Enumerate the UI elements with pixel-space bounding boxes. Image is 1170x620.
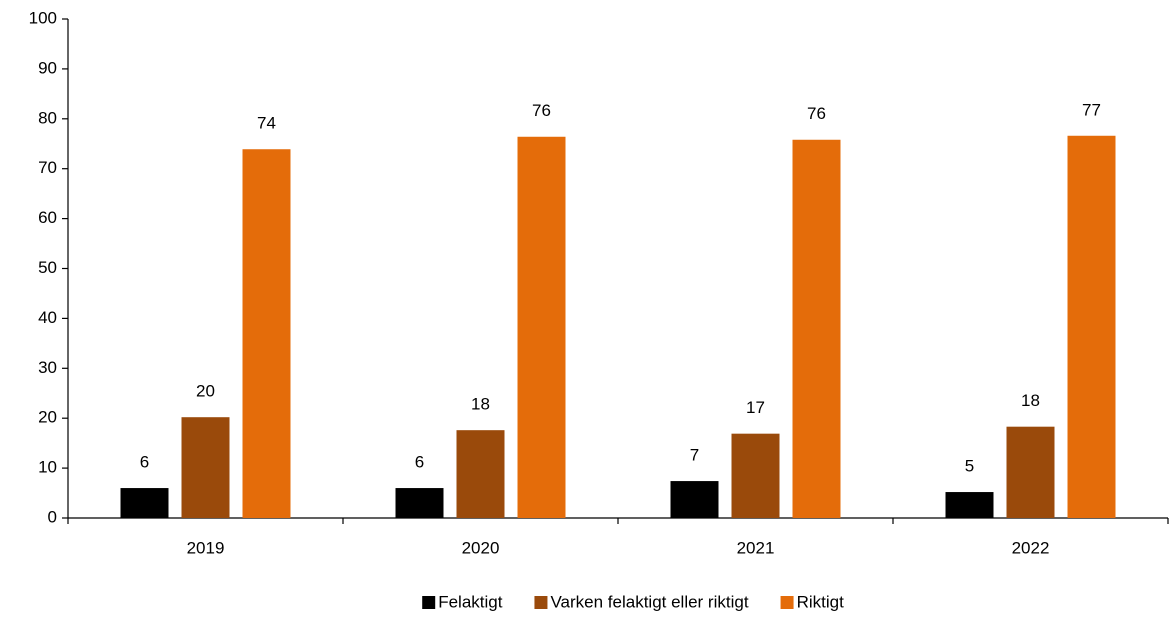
legend-label: Riktigt: [797, 592, 845, 611]
y-tick-label: 80: [38, 108, 57, 127]
data-label: 76: [807, 104, 826, 123]
data-label: 18: [471, 395, 490, 414]
y-tick-label: 70: [38, 158, 57, 177]
data-label: 74: [257, 114, 276, 133]
bar: [395, 488, 444, 518]
legend-swatch: [422, 596, 436, 609]
y-tick-label: 100: [29, 8, 57, 27]
bar: [731, 433, 780, 518]
bar: [242, 149, 291, 518]
legend-swatch: [534, 596, 548, 609]
data-label: 6: [415, 453, 424, 472]
y-tick-label: 10: [38, 458, 57, 477]
x-tick-label: 2020: [462, 538, 500, 557]
legend-label: Felaktigt: [438, 592, 503, 611]
y-tick-label: 60: [38, 208, 57, 227]
data-label: 17: [746, 398, 765, 417]
y-tick-label: 50: [38, 258, 57, 277]
bar: [517, 136, 566, 518]
x-tick-label: 2021: [737, 538, 775, 557]
data-label: 20: [196, 382, 215, 401]
bar: [181, 417, 230, 518]
bar: [1006, 426, 1055, 518]
y-tick-label: 90: [38, 58, 57, 77]
bar: [456, 430, 505, 518]
bar: [670, 481, 719, 518]
bar: [1067, 135, 1116, 519]
data-label: 77: [1082, 100, 1101, 119]
data-label: 76: [532, 101, 551, 120]
bar: [792, 139, 841, 518]
y-tick-label: 30: [38, 358, 57, 377]
bar: [120, 488, 169, 518]
bar: [945, 492, 994, 518]
data-label: 5: [965, 457, 974, 476]
legend-label: Varken felaktigt eller riktigt: [550, 592, 748, 611]
x-tick-label: 2022: [1012, 538, 1050, 557]
data-label: 7: [690, 446, 699, 465]
data-label: 6: [140, 453, 149, 472]
legend-swatch: [780, 596, 794, 609]
x-tick-label: 2019: [187, 538, 225, 557]
data-label: 18: [1021, 391, 1040, 410]
y-tick-label: 0: [48, 507, 57, 526]
y-tick-label: 20: [38, 408, 57, 427]
y-tick-label: 40: [38, 308, 57, 327]
